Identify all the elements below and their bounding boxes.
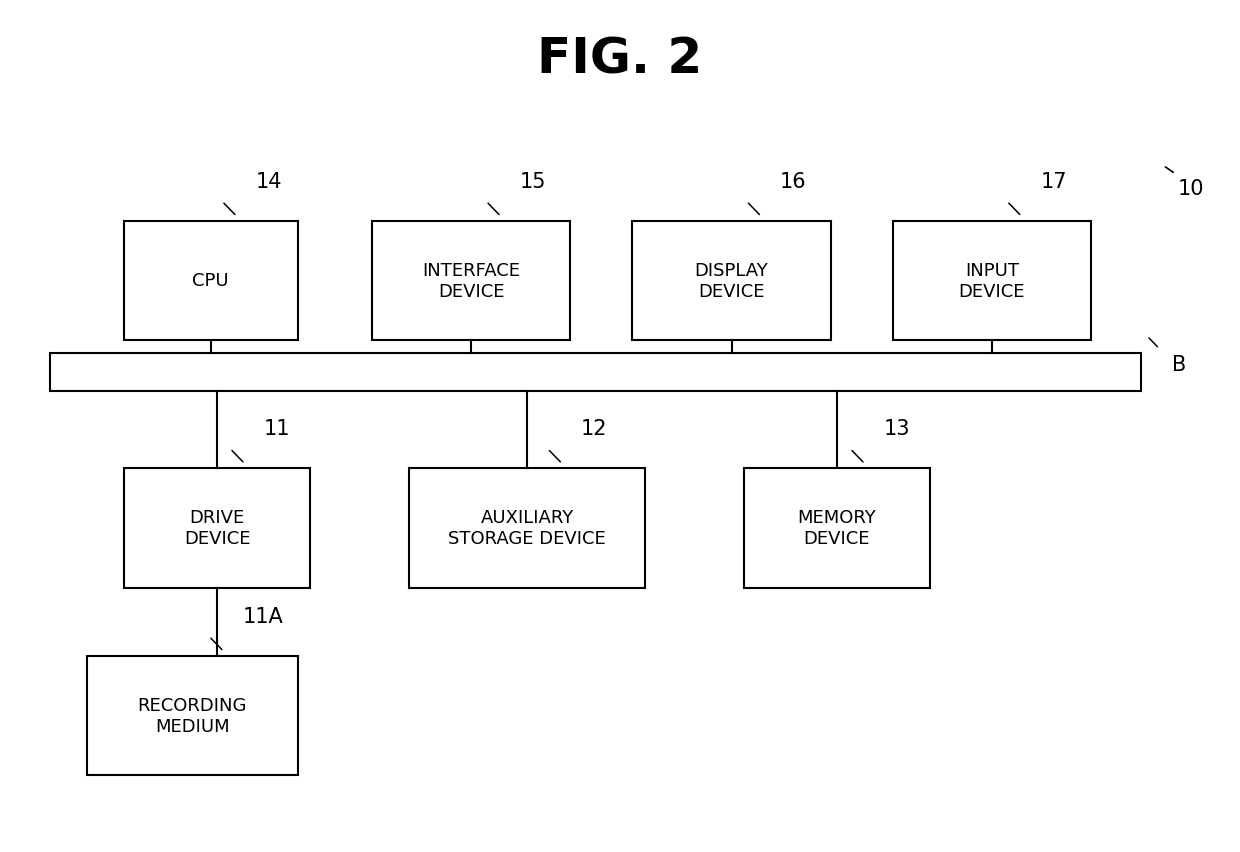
- Text: 11: 11: [263, 419, 290, 439]
- Text: 15: 15: [520, 172, 546, 192]
- Text: B: B: [1172, 354, 1185, 374]
- FancyBboxPatch shape: [632, 222, 831, 341]
- FancyBboxPatch shape: [124, 222, 298, 341]
- Text: INTERFACE
DEVICE: INTERFACE DEVICE: [422, 262, 521, 301]
- Text: 14: 14: [255, 172, 281, 192]
- FancyBboxPatch shape: [409, 469, 645, 588]
- Text: DISPLAY
DEVICE: DISPLAY DEVICE: [694, 262, 769, 301]
- FancyBboxPatch shape: [372, 222, 570, 341]
- FancyBboxPatch shape: [744, 469, 930, 588]
- FancyBboxPatch shape: [893, 222, 1091, 341]
- Text: RECORDING
MEDIUM: RECORDING MEDIUM: [138, 696, 247, 735]
- Text: DRIVE
DEVICE: DRIVE DEVICE: [184, 509, 250, 548]
- FancyBboxPatch shape: [87, 656, 298, 775]
- Text: 17: 17: [1040, 172, 1066, 192]
- Text: FIG. 2: FIG. 2: [537, 36, 703, 83]
- Text: 11A: 11A: [243, 607, 283, 626]
- FancyBboxPatch shape: [50, 354, 1141, 392]
- Text: MEMORY
DEVICE: MEMORY DEVICE: [797, 509, 877, 548]
- Text: CPU: CPU: [192, 272, 229, 291]
- Text: 16: 16: [780, 172, 806, 192]
- Text: 10: 10: [1178, 179, 1204, 199]
- Text: 13: 13: [883, 419, 910, 439]
- Text: 12: 12: [580, 419, 608, 439]
- FancyBboxPatch shape: [124, 469, 310, 588]
- Text: AUXILIARY
STORAGE DEVICE: AUXILIARY STORAGE DEVICE: [448, 509, 606, 548]
- Text: INPUT
DEVICE: INPUT DEVICE: [959, 262, 1025, 301]
